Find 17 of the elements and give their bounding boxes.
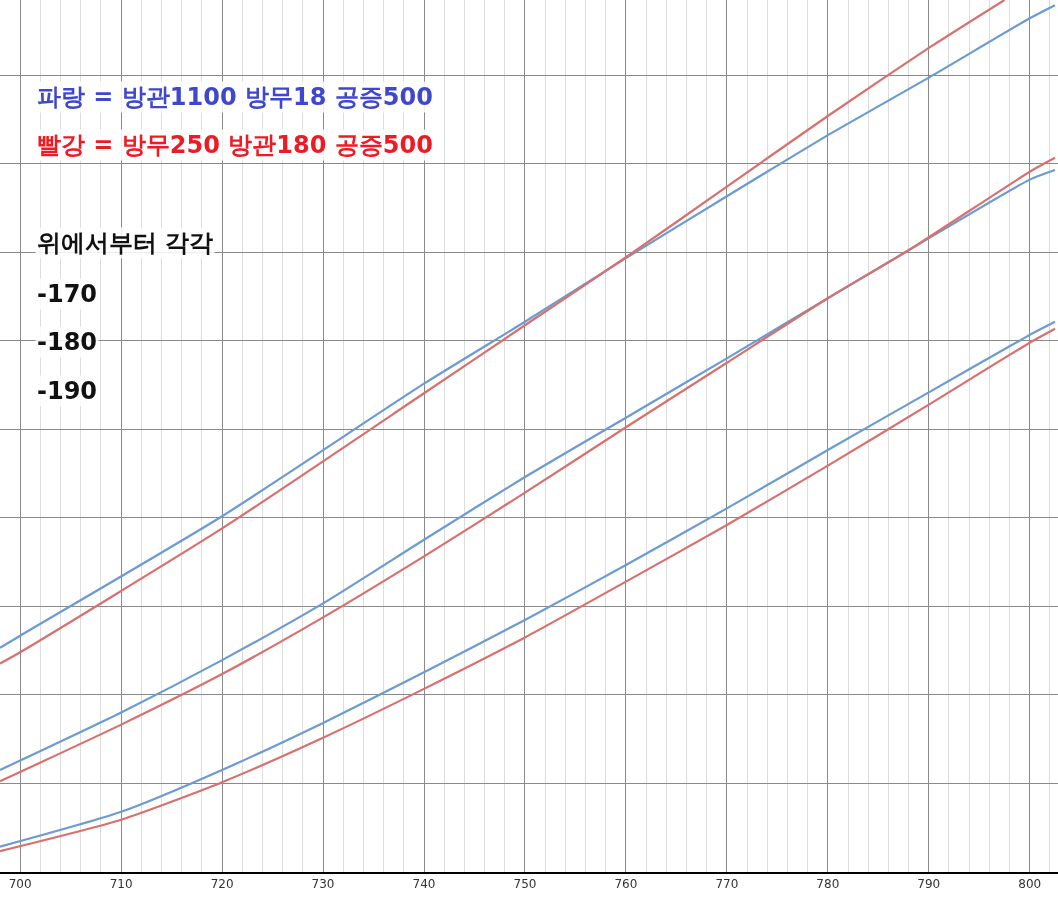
x-tick-label: 740: [412, 877, 436, 892]
x-tick-label: 730: [311, 877, 335, 892]
annotation: 빨강 = 방무250 방관180 공증500: [37, 131, 433, 159]
annotation: 파랑 = 방관1100 방무18 공증500: [37, 83, 433, 111]
x-tick-label: 800: [1018, 877, 1042, 892]
x-tick-label: 710: [109, 877, 133, 892]
annotation: -180: [37, 328, 98, 356]
x-tick-label: 770: [715, 877, 739, 892]
annotation: 위에서부터 각각: [37, 229, 214, 257]
annotation: -190: [37, 377, 98, 405]
x-tick-label: 720: [210, 877, 234, 892]
x-tick-label: 780: [816, 877, 840, 892]
x-tick-label: 760: [614, 877, 638, 892]
annotation: -170: [37, 280, 98, 308]
x-tick-label: 700: [8, 877, 32, 892]
x-tick-label: 790: [917, 877, 941, 892]
x-tick-label: 750: [513, 877, 537, 892]
